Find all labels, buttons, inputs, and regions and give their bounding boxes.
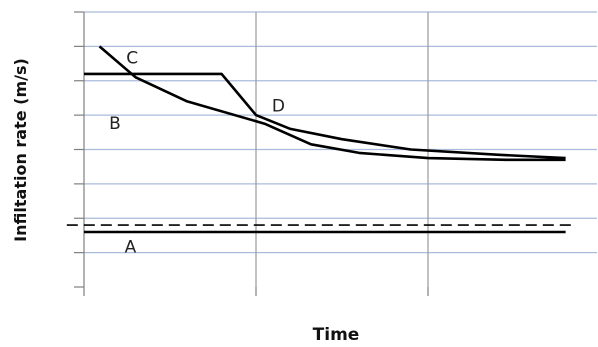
series-line-c	[84, 72, 566, 160]
curve-label-a: A	[125, 238, 137, 258]
axes	[74, 11, 429, 296]
series-line-b	[98, 45, 566, 162]
y-axis-label: Infiltation rate (m/s)	[11, 58, 30, 242]
curve-label-d: D	[272, 97, 285, 117]
curve-label-c: C	[126, 49, 138, 69]
x-axis-label: Time	[313, 325, 360, 345]
series-lines	[66, 45, 575, 234]
curve-labels: C B D A	[109, 49, 285, 258]
curve-label-b: B	[109, 114, 121, 134]
grid	[84, 11, 597, 287]
